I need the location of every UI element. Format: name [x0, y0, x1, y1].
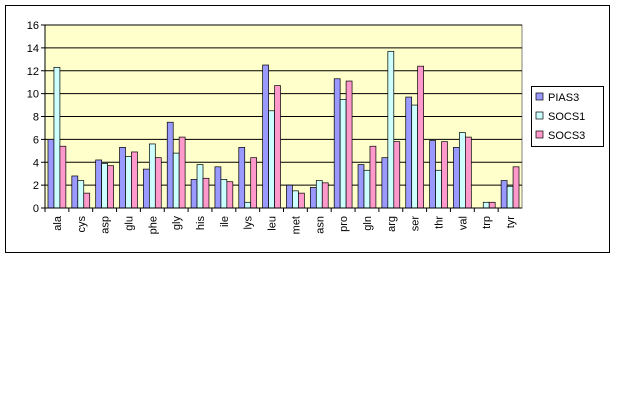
bar: [101, 163, 108, 209]
x-tick-label: asp: [100, 216, 112, 234]
bar: [453, 147, 460, 209]
y-tick-label: 6: [33, 134, 39, 146]
bar: [59, 145, 67, 209]
y-tick-label: 2: [33, 180, 39, 192]
x-tick-label: tyr: [505, 216, 517, 229]
y-tick-label: 8: [33, 112, 39, 124]
bar: [333, 78, 341, 209]
bar: [53, 66, 61, 209]
x-tick-label: pro: [338, 216, 350, 232]
bar: [441, 141, 448, 209]
bar: [172, 152, 180, 209]
x-tick-label: arg: [386, 216, 398, 232]
x-tick-label: gln: [362, 216, 374, 231]
y-tick-label: 16: [27, 20, 39, 32]
bar: [465, 136, 472, 209]
bar: [244, 201, 252, 209]
y-tick-label: 0: [33, 203, 39, 215]
bar: [77, 180, 85, 209]
bar: [363, 169, 371, 209]
bar: [125, 156, 132, 209]
bar: [220, 179, 228, 209]
y-tick-label: 14: [27, 43, 39, 55]
bar: [411, 104, 419, 209]
bar: [262, 64, 269, 209]
bar: [119, 147, 126, 209]
bar: [435, 169, 442, 209]
bar: [369, 145, 377, 209]
bar: [315, 180, 323, 209]
bar: [321, 182, 329, 209]
legend-label: PIAS3: [548, 92, 579, 104]
bar: [488, 201, 496, 209]
bar: [506, 185, 514, 209]
bar: [95, 159, 102, 209]
bar: [268, 110, 275, 209]
bar: [512, 166, 520, 209]
x-tick-label: lys: [243, 216, 255, 230]
bar: [357, 164, 365, 209]
y-tick-label: 12: [27, 66, 39, 78]
bar: [298, 192, 305, 209]
bar: [190, 179, 198, 209]
bar: [71, 175, 79, 209]
x-tick-label: ile: [219, 216, 231, 227]
bar: [214, 166, 222, 209]
bar: [429, 140, 436, 209]
y-tick-label: 10: [27, 89, 39, 101]
bar: [500, 180, 508, 209]
x-tick-label: ser: [410, 216, 422, 232]
bar: [131, 151, 138, 209]
x-tick-label: trp: [481, 216, 493, 229]
bar: [107, 165, 114, 209]
bar: [178, 136, 186, 209]
bar: [345, 80, 353, 209]
bar: [238, 147, 246, 209]
x-tick-label: thr: [434, 216, 446, 229]
x-tick-label: val: [457, 216, 469, 230]
y-tick-label: 4: [33, 157, 39, 169]
bar: [226, 181, 234, 209]
bar: [292, 190, 299, 209]
bar: [250, 157, 258, 209]
bar: [286, 184, 293, 209]
bar: [274, 85, 281, 209]
legend-swatch: [535, 111, 544, 120]
bar: [143, 168, 150, 209]
legend: [531, 86, 604, 147]
bar: [405, 96, 413, 209]
bar: [47, 139, 55, 209]
bar: [309, 187, 317, 209]
bar: [196, 164, 204, 209]
legend-label: SOCS3: [548, 130, 585, 142]
bar: [339, 98, 347, 209]
legend-swatch: [535, 130, 544, 139]
legend-label: SOCS1: [548, 111, 585, 123]
bar: [387, 50, 395, 209]
bar: [417, 65, 424, 209]
x-tick-label: glu: [123, 216, 135, 231]
bar: [83, 192, 91, 209]
x-tick-label: phe: [147, 216, 159, 234]
bar: [154, 157, 162, 209]
x-tick-label: cys: [76, 216, 88, 233]
x-tick-label: his: [195, 216, 207, 231]
x-tick-label: met: [290, 216, 302, 234]
bar: [202, 177, 210, 209]
bar: [482, 201, 490, 209]
x-tick-label: leu: [267, 216, 279, 231]
bar: [459, 132, 466, 209]
x-tick-label: asn: [314, 216, 326, 234]
legend-swatch: [535, 92, 544, 101]
x-tick-label: ala: [52, 215, 64, 231]
bar: [148, 143, 156, 209]
bar: [381, 157, 389, 209]
bar: [166, 121, 174, 209]
x-tick-label: gly: [171, 216, 183, 231]
bar: [393, 141, 401, 209]
